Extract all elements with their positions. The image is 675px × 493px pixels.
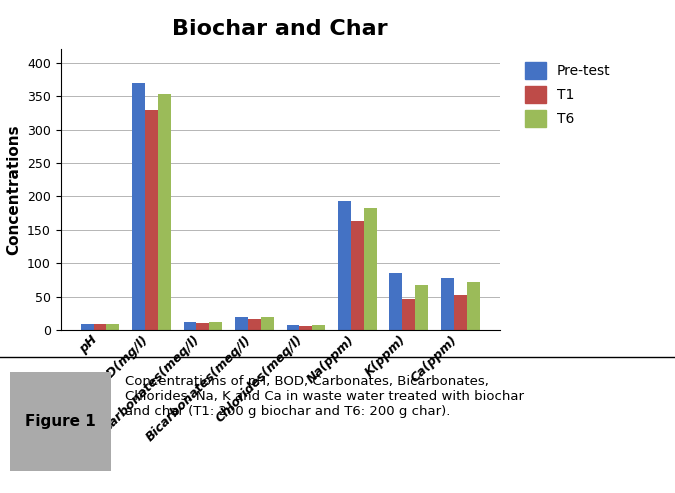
Bar: [389, 274, 402, 330]
Bar: [94, 323, 107, 330]
Bar: [132, 83, 145, 330]
Bar: [300, 325, 313, 330]
Bar: [351, 221, 364, 330]
Bar: [287, 325, 300, 330]
Bar: [145, 109, 158, 330]
Bar: [466, 282, 479, 330]
Bar: [209, 321, 222, 330]
Text: Figure 1: Figure 1: [26, 414, 96, 429]
Bar: [338, 201, 351, 330]
Text: Concentrations of pH, BOD, Carbonates, Bicarbonates,
Chlorides, Na, K and Ca in : Concentrations of pH, BOD, Carbonates, B…: [125, 375, 524, 418]
Bar: [313, 325, 325, 330]
Bar: [441, 278, 454, 330]
Bar: [364, 208, 377, 330]
Legend: Pre-test, T1, T6: Pre-test, T1, T6: [520, 56, 616, 132]
Bar: [196, 323, 209, 330]
Bar: [248, 319, 261, 330]
Bar: [454, 295, 466, 330]
Bar: [235, 317, 248, 330]
Bar: [415, 285, 428, 330]
Title: Biochar and Char: Biochar and Char: [172, 19, 388, 39]
Bar: [107, 324, 119, 330]
Bar: [158, 94, 171, 330]
Y-axis label: Concentrations: Concentrations: [7, 125, 22, 255]
Bar: [81, 323, 94, 330]
Bar: [184, 321, 196, 330]
Bar: [402, 299, 415, 330]
Bar: [261, 317, 273, 330]
